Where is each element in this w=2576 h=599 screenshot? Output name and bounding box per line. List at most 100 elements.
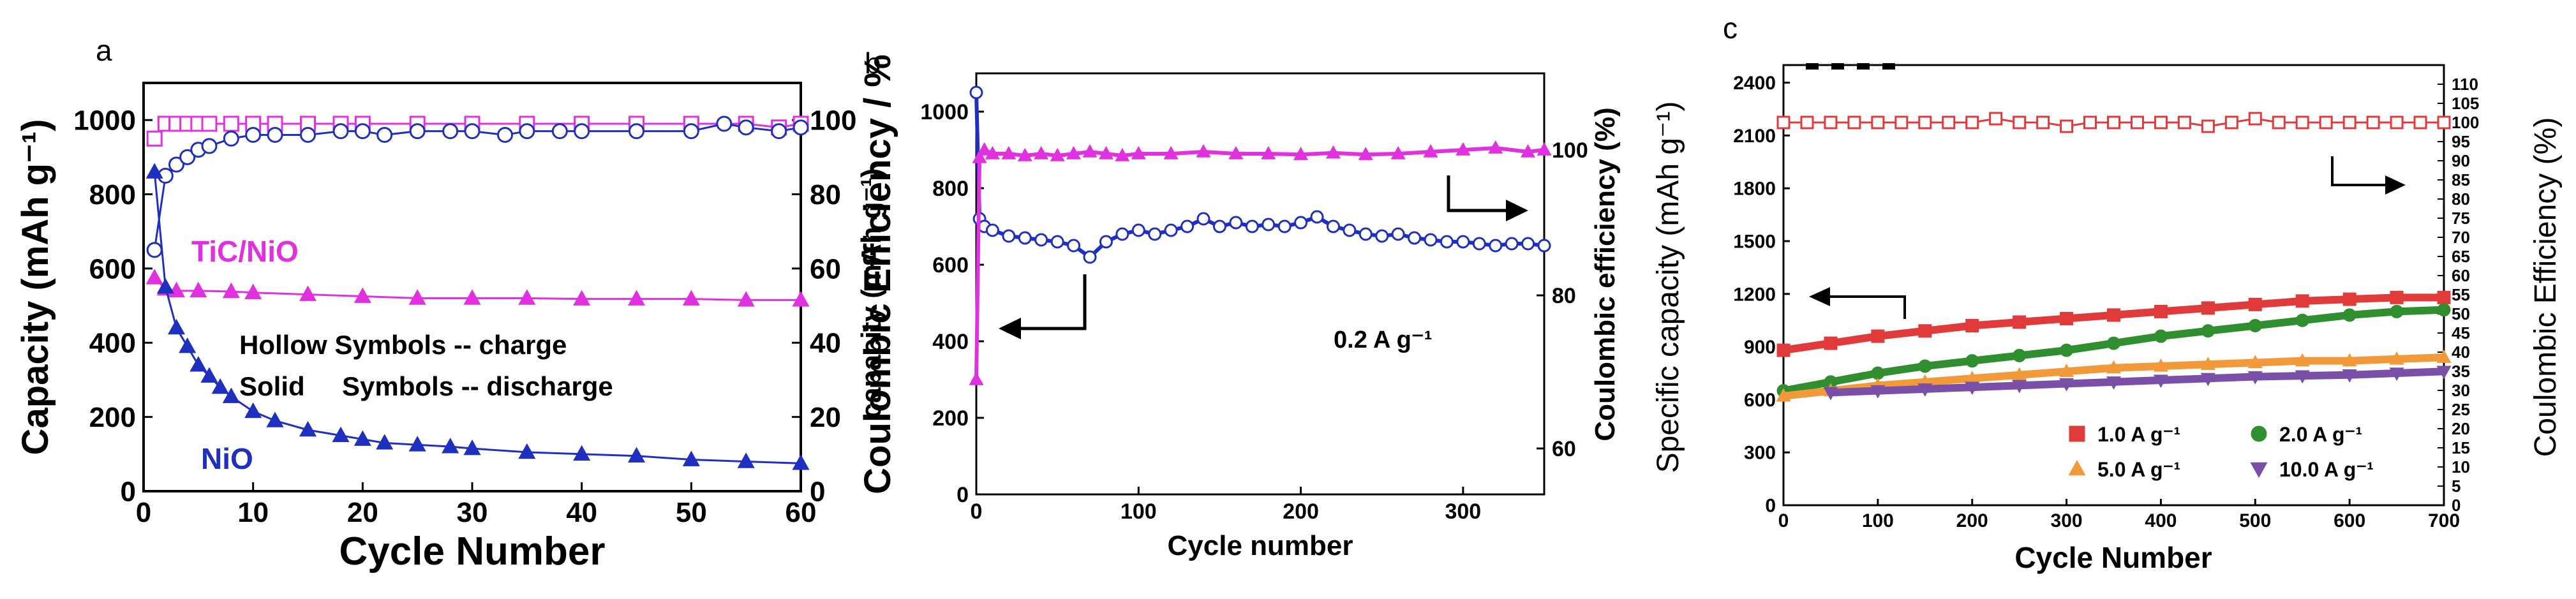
data-point-a-3 [737,452,755,468]
data-point-c-4 [1824,115,1838,129]
data-point-c-3 [2012,380,2027,394]
data-point-a-2 [771,123,787,140]
data-point-b-0 [1277,219,1292,233]
x-tick-label: 400 [2145,510,2177,531]
data-point-a-3 [792,454,810,470]
data-point-c-2 [2295,353,2310,367]
data-point-a-3 [244,402,262,418]
data-point-a-2 [629,123,644,140]
y2-tick-label: 40 [810,328,841,359]
series-line-a-3 [153,172,801,464]
data-point-c-3 [1965,381,1980,396]
data-point-b-0 [1424,233,1438,247]
data-point-c-4 [2060,119,2074,133]
data-point-b-0 [1521,237,1535,251]
data-point-c-4 [1776,115,1791,129]
data-point-a-1 [244,283,262,300]
data-point-a-3 [190,356,207,372]
data-point-b-0 [1310,210,1324,224]
data-point-b-1 [1017,147,1032,161]
data-point-a-2 [201,138,218,154]
data-point-c-3 [2389,367,2404,381]
data-point-b-0 [1391,227,1405,241]
data-point-b-0 [1115,227,1129,241]
data-point-c-4 [1965,115,1979,129]
data-point-a-3 [627,447,646,463]
data-point-c-4 [2036,115,2050,129]
data-point-c-3 [2059,378,2074,392]
data-point-a-1 [190,281,207,298]
data-point-c-2 [2106,360,2122,374]
data-point-a-2 [793,119,809,136]
data-point-b-1 [1034,145,1049,159]
series-group-c [1776,112,2452,402]
data-point-b-1 [1131,145,1146,159]
series-line-b-0 [974,92,1545,260]
y-tick-label: 900 [1744,337,1776,358]
data-point-c-4 [2342,115,2356,129]
panel-b: b 0 100 200 300 0 200 400 600 800 1000 60 80 100 C… [856,47,1621,561]
data-point-b-0 [1196,212,1210,226]
x-tick-label: 40 [566,497,597,528]
data-point-b-0 [1326,219,1340,233]
data-point-b-1 [1082,144,1098,158]
data-point-b-0 [1212,219,1226,233]
y-tick-label: 600 [932,253,969,277]
data-point-b-0 [1099,235,1113,249]
y2-tick-label: 10 [2452,457,2470,477]
data-point-b-0 [1034,233,1048,247]
data-point-a-3 [167,318,186,335]
data-point-a-1 [518,289,536,305]
series-line-b-1 [974,145,1545,380]
data-point-b-0 [1131,223,1145,237]
annotation-hollow: Hollow Symbols -- charge [239,330,567,360]
data-point-c-0 [1918,324,1932,338]
data-point-a-2 [245,126,262,143]
data-point-c-1 [2154,329,2168,343]
y-tick-label: 1500 [1733,232,1776,253]
data-point-c-0 [2201,301,2215,315]
y-tick-label: 400 [932,330,969,354]
data-point-a-3 [518,443,536,459]
y-tick-label: 800 [932,177,969,201]
y2-tick-label: 30 [2452,381,2470,400]
y-tick-label: 600 [1744,390,1776,411]
x-axis-label-c: Cycle Number [2014,541,2212,574]
data-point-a-0 [146,130,163,147]
data-point-b-1 [1358,147,1373,160]
data-point-c-0 [1965,318,1979,332]
data-point-a-3 [299,420,317,437]
arrow-left-c [1819,295,1906,319]
data-point-a-3 [145,163,163,179]
data-point-a-1 [354,287,371,303]
data-point-a-2 [574,123,590,140]
data-point-a-2 [223,130,239,147]
x-tick-label: 0 [971,499,983,524]
data-point-c-2 [2389,351,2404,365]
x-tick-label: 300 [2051,510,2083,531]
annotation-nio: NiO [201,442,253,475]
y2-tick-label: 60 [1552,437,1576,461]
data-point-a-2 [179,149,196,165]
data-point-a-3 [354,430,371,446]
x-axis-label-a: Cycle Number [339,529,606,573]
y2-tick-label: 75 [2452,209,2470,228]
data-point-b-1 [1456,142,1471,156]
x-tick-label: 300 [1445,499,1481,524]
data-point-a-3 [442,438,459,454]
arrow-left-c-head [1809,287,1830,306]
y-ticks-c: 0 300 600 900 1200 1500 1800 2100 2400 [1733,73,1790,517]
y-tick-label: 2100 [1733,126,1776,147]
data-point-a-2 [168,156,184,173]
y-tick-label: 400 [89,328,136,359]
data-point-c-0 [2060,311,2074,325]
y2-tick-label: 35 [2452,362,2470,381]
data-point-a-1 [408,289,426,305]
x-tick-label: 200 [1956,510,1988,531]
data-point-c-1 [1965,354,1979,368]
y-tick-label: 0 [1765,496,1776,517]
y-axis-label-b: capacity (mAh g⁻¹) [856,168,887,418]
x-tick-label: 0 [136,497,151,528]
y2-axis-label-c: Coulombic Efficiency (%) [2529,117,2563,457]
